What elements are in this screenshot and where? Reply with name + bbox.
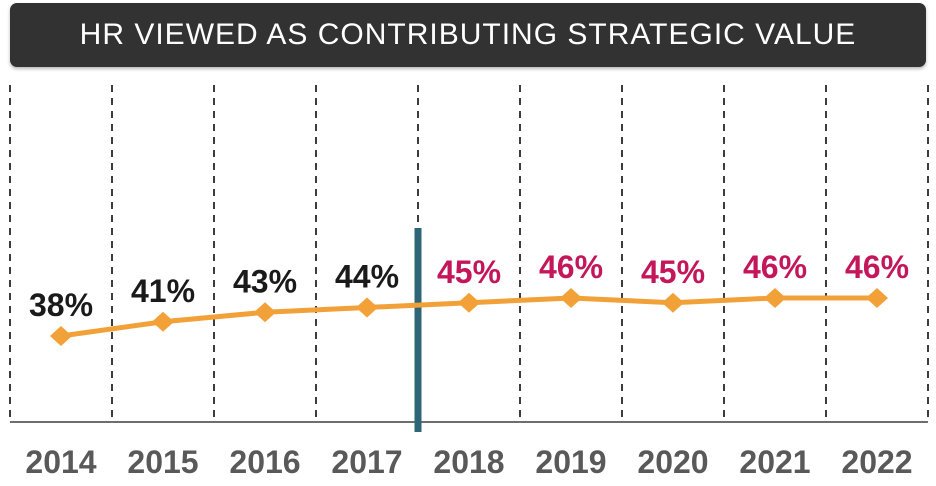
x-axis-label: 2016: [229, 444, 300, 480]
data-point-label: 44%: [335, 259, 399, 295]
data-point-marker: [458, 292, 480, 313]
x-axis-label: 2017: [331, 444, 402, 480]
data-point-marker: [662, 292, 684, 313]
x-axis-label: 2014: [25, 444, 96, 480]
data-point-marker: [50, 326, 72, 346]
data-point-label: 46%: [539, 249, 603, 285]
x-axis-label: 2019: [535, 444, 606, 480]
x-axis-label: 2020: [637, 444, 708, 480]
data-point-label: 41%: [131, 273, 195, 309]
data-point-marker: [764, 288, 786, 308]
data-point-label: 45%: [641, 254, 705, 290]
chart-title-bar: HR VIEWED AS CONTRIBUTING STRATEGIC VALU…: [10, 3, 926, 67]
data-point-marker: [560, 288, 582, 308]
chart-title: HR VIEWED AS CONTRIBUTING STRATEGIC VALU…: [79, 18, 857, 51]
data-point-label: 46%: [743, 249, 807, 285]
x-axis-label: 2022: [841, 444, 912, 480]
data-point-label: 46%: [845, 249, 909, 285]
data-point-marker: [152, 311, 174, 332]
x-axis-label: 2018: [433, 444, 504, 480]
data-point-label: 38%: [29, 287, 93, 323]
data-point-marker: [356, 297, 378, 318]
x-axis-label: 2015: [127, 444, 198, 480]
data-point-label: 43%: [233, 263, 297, 299]
data-point-marker: [866, 288, 888, 308]
data-point-marker: [254, 302, 276, 323]
data-point-label: 45%: [437, 254, 501, 290]
x-axis-label: 2021: [739, 444, 810, 480]
